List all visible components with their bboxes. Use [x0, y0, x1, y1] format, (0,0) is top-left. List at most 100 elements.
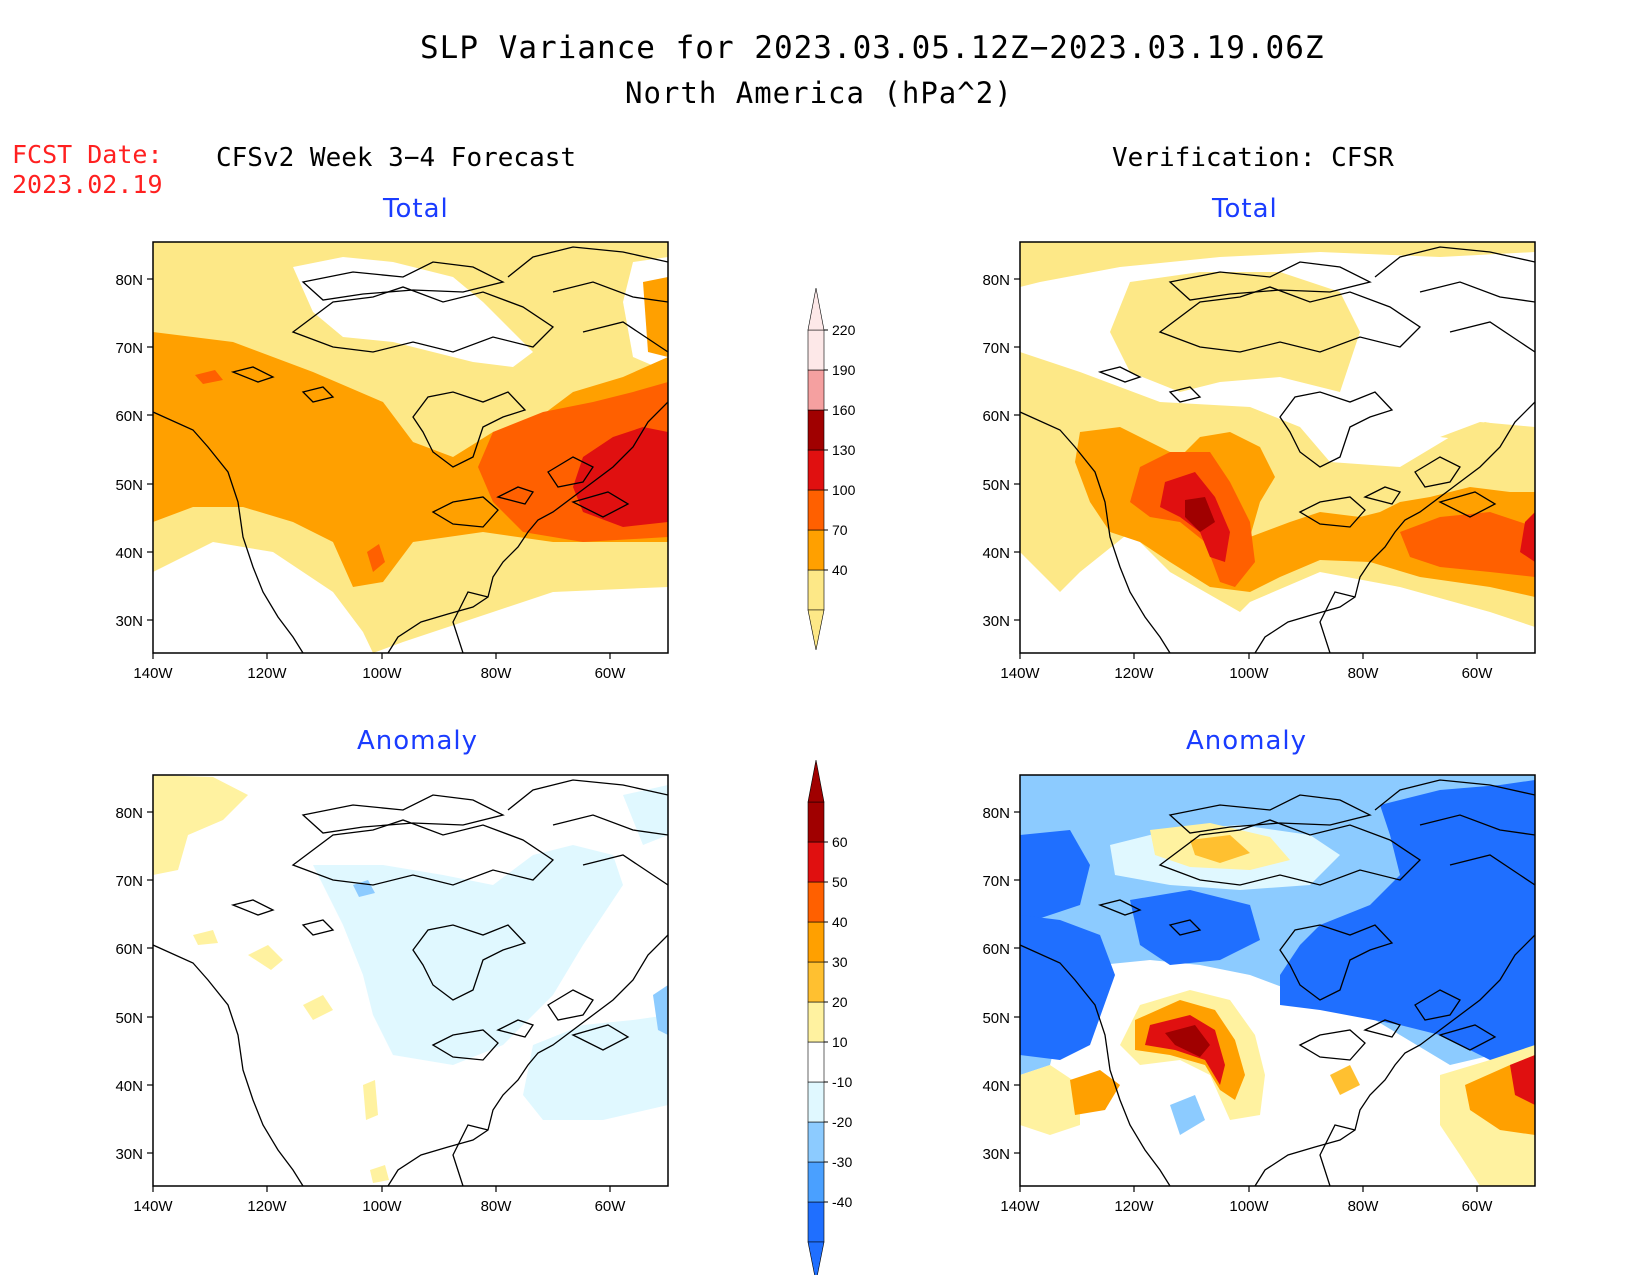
colorbar-swatch: [807, 841, 825, 883]
colorbar-label: 20: [832, 994, 848, 1010]
colorbar-label: -20: [832, 1114, 852, 1130]
lon-tick-label: 140W: [133, 665, 173, 682]
colorbar-label: 10: [832, 1034, 848, 1050]
colorbar-swatch: [807, 569, 825, 611]
colorbar-label: 190: [832, 362, 856, 378]
lat-tick-label: 80N: [115, 805, 143, 822]
colorbar-label: 100: [832, 482, 856, 498]
lon-tick-label: 120W: [247, 665, 287, 682]
lat-tick-label: 70N: [982, 340, 1010, 357]
colorbar-swatch: [807, 369, 825, 411]
colorbar-swatch: [807, 489, 825, 531]
colorbar-upper-extension: [807, 287, 825, 331]
verification-anomaly-title: Anomaly: [1186, 726, 1308, 756]
colorbar-swatch: [807, 449, 825, 491]
colorbar-swatch: [807, 529, 825, 571]
colorbar-swatch: [807, 1081, 825, 1123]
colorbar-label: 40: [832, 914, 848, 930]
lat-tick-label: 40N: [982, 1078, 1010, 1095]
colorbar-swatch: [807, 329, 825, 371]
lon-tick-label: 100W: [1229, 1198, 1269, 1215]
lat-tick-label: 80N: [982, 805, 1010, 822]
lat-tick-label: 50N: [982, 477, 1010, 494]
lat-tick-label: 50N: [115, 477, 143, 494]
colorbar-label: 60: [832, 834, 848, 850]
lat-tick-label: 50N: [982, 1010, 1010, 1027]
lon-tick-label: 120W: [247, 1198, 287, 1215]
lon-tick-label: 80W: [1348, 1198, 1380, 1215]
forecast-anomaly-map: [152, 774, 669, 1187]
lat-tick-label: 30N: [982, 613, 1010, 630]
forecast-total-title: Total: [383, 194, 449, 224]
colorbar-label: 40: [832, 562, 848, 578]
lat-tick-label: 60N: [115, 408, 143, 425]
colorbar-label: 50: [832, 874, 848, 890]
verification-total-title: Total: [1212, 194, 1278, 224]
lat-tick-label: 40N: [115, 545, 143, 562]
lat-tick-label: 70N: [982, 873, 1010, 890]
fcst-date-value: 2023.02.19: [12, 170, 163, 199]
colorbar-label: -10: [832, 1074, 852, 1090]
chart-title: SLP Variance for 2023.03.05.12Z−2023.03.…: [420, 30, 1325, 66]
colorbar-label: -40: [832, 1194, 852, 1210]
lon-tick-label: 140W: [133, 1198, 173, 1215]
total-colorbar: 40 70 100 130 160 190 220: [807, 287, 856, 651]
lon-tick-label: 120W: [1114, 1198, 1154, 1215]
lat-tick-label: 40N: [982, 545, 1010, 562]
lat-tick-label: 70N: [115, 873, 143, 890]
chart-subtitle: North America (hPa^2): [625, 76, 1013, 110]
lat-tick-label: 60N: [982, 941, 1010, 958]
colorbar-swatch: [807, 1121, 825, 1163]
verification-total-map: [1019, 241, 1536, 654]
verification-column-title: Verification: CFSR: [1112, 143, 1394, 173]
colorbar-swatch: [807, 409, 825, 451]
colorbar-label: 30: [832, 954, 848, 970]
fcst-date-label: FCST Date:: [12, 140, 163, 169]
lat-tick-label: 60N: [115, 941, 143, 958]
lon-tick-label: 100W: [1229, 665, 1269, 682]
lon-tick-label: 100W: [362, 1198, 402, 1215]
colorbar-swatch: [807, 921, 825, 963]
lat-tick-label: 30N: [982, 1146, 1010, 1163]
colorbar-swatch: [807, 881, 825, 923]
colorbar-label: 130: [832, 442, 856, 458]
lon-tick-label: 100W: [362, 665, 402, 682]
lat-tick-label: 80N: [982, 272, 1010, 289]
lat-tick-label: 30N: [115, 613, 143, 630]
lon-tick-label: 120W: [1114, 665, 1154, 682]
lon-tick-label: 140W: [1000, 1198, 1040, 1215]
colorbar-label: 70: [832, 522, 848, 538]
verification-anomaly-map: [1019, 774, 1536, 1187]
lat-tick-label: 30N: [115, 1146, 143, 1163]
lon-tick-label: 60W: [1462, 1198, 1494, 1215]
lat-tick-label: 40N: [115, 1078, 143, 1095]
lat-tick-label: 50N: [115, 1010, 143, 1027]
colorbar-upper-extension: [807, 759, 825, 803]
colorbar-label: 160: [832, 402, 856, 418]
colorbar-swatch: [807, 1201, 825, 1243]
lat-tick-label: 80N: [115, 272, 143, 289]
lon-tick-label: 80W: [481, 1198, 513, 1215]
lon-tick-label: 140W: [1000, 665, 1040, 682]
colorbar-label: 220: [832, 322, 856, 338]
lon-tick-label: 60W: [1462, 665, 1494, 682]
colorbar-swatch: [807, 801, 825, 843]
lon-tick-label: 60W: [595, 1198, 627, 1215]
anomaly-colorbar: -40 -30 -20 -10 10 20 30 40 50 60: [807, 759, 852, 1275]
forecast-column-title: CFSv2 Week 3−4 Forecast: [216, 143, 577, 173]
colorbar-swatch: [807, 961, 825, 1003]
forecast-anomaly-title: Anomaly: [357, 726, 479, 756]
colorbar-swatch: [807, 1001, 825, 1043]
colorbar-swatch: [807, 1161, 825, 1203]
lon-tick-label: 80W: [481, 665, 513, 682]
lon-tick-label: 80W: [1348, 665, 1380, 682]
lat-tick-label: 70N: [115, 340, 143, 357]
colorbar-swatch: [807, 1041, 825, 1083]
lat-tick-label: 60N: [982, 408, 1010, 425]
colorbar-lower-extension: [807, 609, 825, 651]
colorbar-lower-extension: [807, 1241, 825, 1275]
colorbar-label: -30: [832, 1154, 852, 1170]
lon-tick-label: 60W: [595, 665, 627, 682]
forecast-total-map: [152, 241, 669, 654]
